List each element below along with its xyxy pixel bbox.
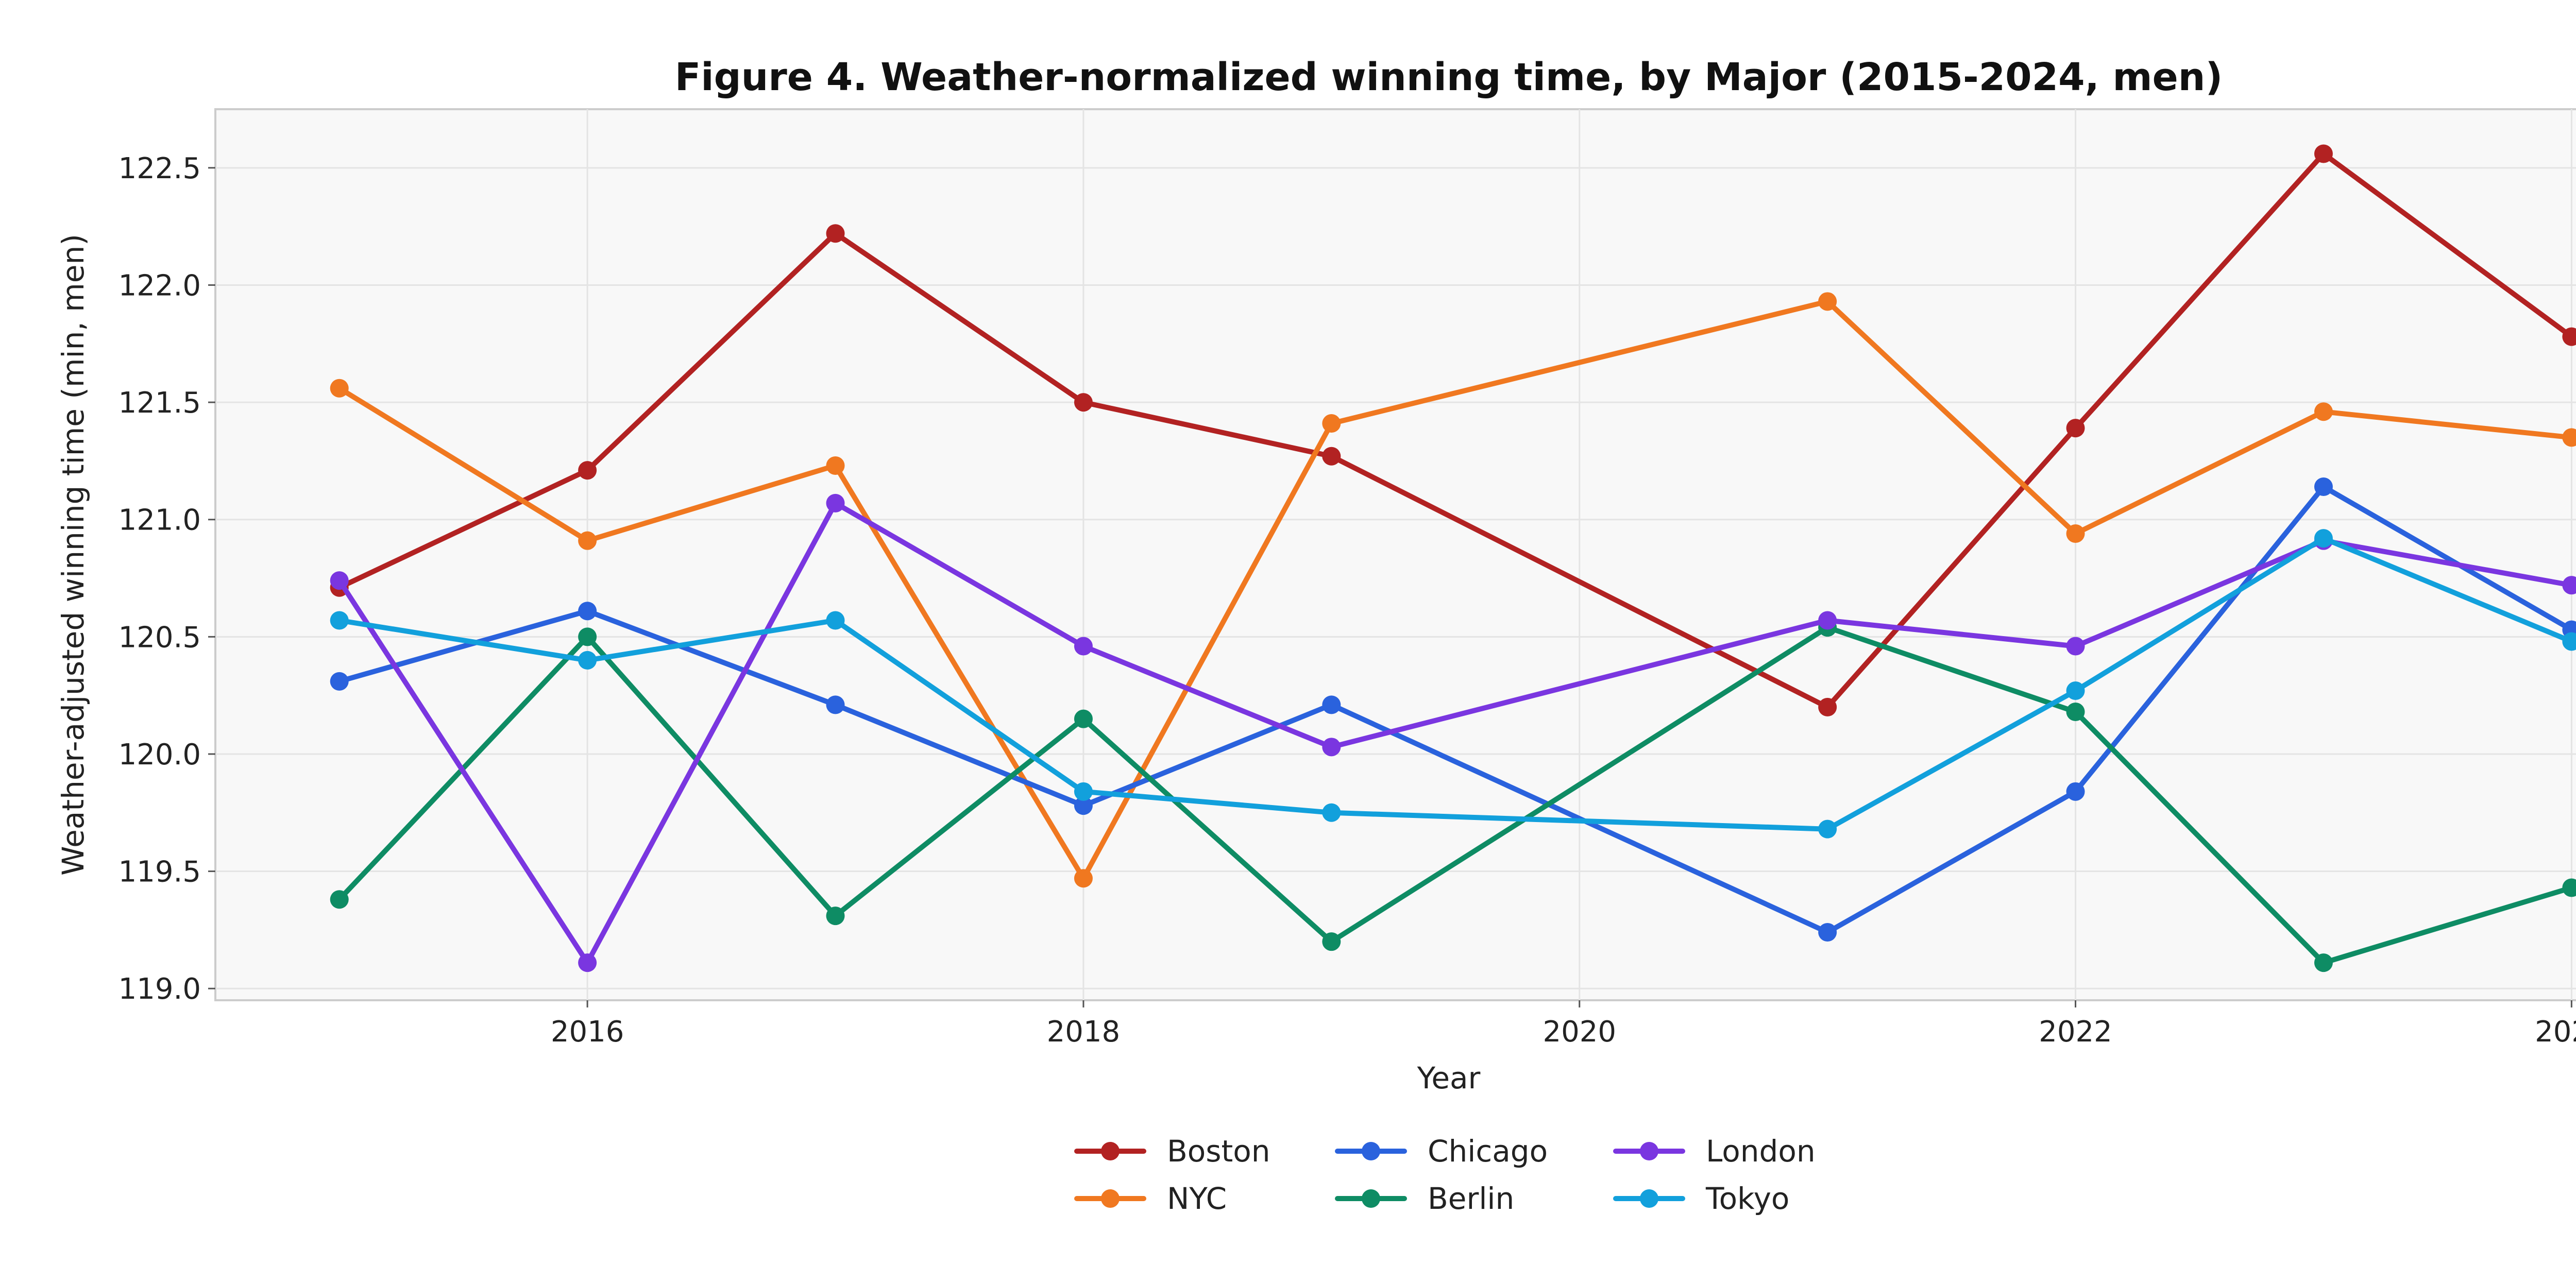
data-point-nyc	[1074, 869, 1093, 888]
legend-marker-boston	[1101, 1142, 1120, 1160]
data-point-berlin	[826, 907, 845, 926]
data-point-berlin	[2314, 953, 2333, 972]
data-point-boston	[1322, 447, 1341, 466]
legend-marker-tokyo	[1640, 1189, 1658, 1208]
y-tick-label: 122.0	[118, 269, 201, 302]
data-point-berlin	[1322, 932, 1341, 951]
data-point-boston	[1818, 697, 1837, 716]
data-point-berlin	[2066, 703, 2085, 722]
data-point-tokyo	[2314, 529, 2333, 548]
data-point-chicago	[330, 672, 349, 691]
data-point-chicago	[1818, 922, 1837, 942]
data-point-berlin	[1074, 709, 1093, 728]
data-point-london	[578, 953, 597, 972]
data-point-boston	[826, 224, 845, 243]
data-point-chicago	[2314, 477, 2333, 496]
data-point-nyc	[2562, 428, 2576, 447]
data-point-chicago	[2066, 782, 2085, 801]
data-point-nyc	[2066, 524, 2085, 543]
x-tick-label: 2020	[1543, 1015, 1616, 1049]
series-lines	[330, 144, 2576, 972]
y-tick-label: 122.5	[118, 152, 201, 185]
legend-marker-berlin	[1362, 1189, 1380, 1208]
data-point-chicago	[1322, 695, 1341, 714]
x-tick-label: 2016	[551, 1015, 624, 1049]
data-point-nyc	[2314, 402, 2333, 421]
data-point-london	[1322, 738, 1341, 757]
data-point-chicago	[578, 602, 597, 621]
data-point-berlin	[578, 627, 597, 646]
legend-label-london: London	[1706, 1134, 1816, 1169]
x-axis-label: Year	[1417, 1061, 1481, 1096]
data-point-london	[1074, 637, 1093, 656]
data-point-nyc	[330, 379, 349, 398]
data-point-london	[330, 571, 349, 590]
data-point-berlin	[330, 890, 349, 909]
legend-label-boston: Boston	[1167, 1134, 1270, 1169]
data-point-london	[2562, 576, 2576, 595]
gridlines	[215, 109, 2576, 1000]
legend-marker-nyc	[1101, 1189, 1120, 1208]
y-tick-label: 119.5	[118, 856, 201, 889]
data-point-nyc	[1322, 414, 1341, 433]
x-tick-label: 2024	[2535, 1015, 2576, 1049]
y-tick-label: 121.5	[118, 386, 201, 420]
data-point-berlin	[2562, 878, 2576, 897]
data-point-tokyo	[578, 651, 597, 670]
data-point-boston	[1074, 393, 1093, 412]
legend-label-tokyo: Tokyo	[1705, 1181, 1789, 1216]
data-point-chicago	[1074, 796, 1093, 815]
y-axis-label: Weather-adjusted winning time (min, men)	[56, 234, 91, 876]
data-point-tokyo	[1322, 803, 1341, 822]
data-point-tokyo	[826, 611, 845, 630]
data-point-tokyo	[330, 611, 349, 630]
legend-label-chicago: Chicago	[1428, 1134, 1548, 1169]
data-point-boston	[2066, 419, 2085, 438]
data-point-nyc	[1818, 292, 1837, 311]
data-point-london	[1818, 611, 1837, 630]
axes: 2016 2018 2020 2022 2024 119.0 119.5 120.0 120.5…	[118, 152, 2576, 1049]
y-tick-label: 121.0	[118, 504, 201, 537]
x-tick-label: 2022	[2039, 1015, 2112, 1049]
data-point-tokyo	[2066, 681, 2085, 700]
legend: Boston NYC Chicago Berlin London Tokyo	[1074, 1134, 1816, 1216]
data-point-tokyo	[2562, 632, 2576, 651]
legend-marker-london	[1640, 1142, 1658, 1160]
plot-area	[214, 108, 2576, 1001]
data-point-boston	[578, 461, 597, 480]
y-tick-label: 119.0	[118, 972, 201, 1006]
data-point-tokyo	[1074, 782, 1093, 801]
legend-label-berlin: Berlin	[1428, 1181, 1514, 1216]
chart-title: Figure 4. Weather-normalized winning tim…	[675, 55, 2223, 99]
y-tick-label: 120.0	[118, 738, 201, 772]
data-point-nyc	[826, 456, 845, 475]
legend-marker-chicago	[1362, 1142, 1380, 1160]
data-point-boston	[2562, 327, 2576, 346]
data-point-london	[2066, 637, 2085, 656]
data-point-tokyo	[1818, 819, 1837, 839]
y-tick-label: 120.5	[118, 621, 201, 654]
legend-label-nyc: NYC	[1167, 1181, 1227, 1216]
data-point-boston	[2314, 144, 2333, 163]
data-point-london	[826, 493, 845, 512]
data-point-chicago	[826, 695, 845, 714]
data-point-nyc	[578, 531, 597, 550]
x-tick-label: 2018	[1047, 1015, 1121, 1049]
